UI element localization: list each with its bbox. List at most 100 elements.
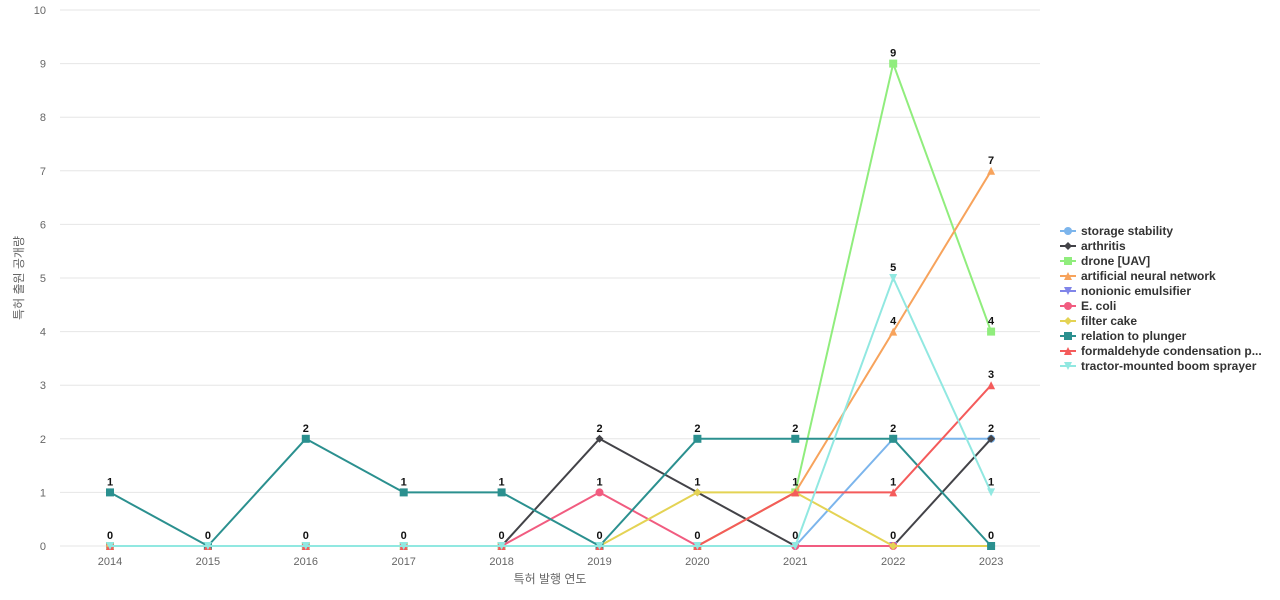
data-point[interactable]: [987, 327, 996, 336]
x-tick-label: 2020: [685, 556, 709, 568]
data-label: 2: [890, 423, 896, 435]
x-tick-label: 2017: [391, 556, 415, 568]
x-tick-label: 2015: [196, 556, 220, 568]
legend-item[interactable]: relation to plunger: [1060, 329, 1187, 343]
data-point[interactable]: [987, 381, 996, 390]
data-point[interactable]: [889, 488, 898, 497]
x-tick-label: 2023: [979, 556, 1003, 568]
data-label: 1: [988, 476, 994, 488]
legend-label: nonionic emulsifier: [1081, 284, 1191, 298]
data-point[interactable]: [301, 434, 310, 443]
data-point[interactable]: [987, 166, 996, 175]
legend-label: formaldehyde condensation p...: [1081, 344, 1262, 358]
data-label: 0: [596, 530, 602, 542]
data-point[interactable]: [791, 434, 800, 443]
y-tick-label: 1: [40, 487, 46, 499]
data-label: 2: [694, 423, 700, 435]
data-point[interactable]: [399, 542, 408, 550]
data-point[interactable]: [595, 542, 604, 550]
series-lines: [106, 59, 996, 550]
y-tick-label: 8: [40, 112, 46, 124]
data-label: 0: [107, 530, 113, 542]
y-axis-title: 특허 출원 공개량: [12, 236, 26, 320]
legend-item[interactable]: tractor-mounted boom sprayer: [1060, 359, 1257, 373]
data-point[interactable]: [987, 434, 996, 443]
data-point[interactable]: [693, 542, 702, 550]
series-line: [110, 170, 992, 547]
data-point[interactable]: [497, 542, 506, 550]
legend-item[interactable]: formaldehyde condensation p...: [1060, 344, 1262, 358]
data-point[interactable]: [987, 542, 996, 550]
data-point[interactable]: [497, 488, 506, 497]
data-point[interactable]: [399, 488, 408, 497]
data-label: 1: [499, 476, 505, 488]
x-tick-label: 2014: [98, 556, 122, 568]
data-point[interactable]: [889, 274, 898, 282]
x-axis-ticks: 2014 2015 2016 2017 2018 2019 2020 2021 2022 2023: [98, 556, 1004, 568]
legend-label: E. coli: [1081, 299, 1116, 313]
legend-item[interactable]: artificial neural network: [1060, 269, 1216, 283]
data-label: 0: [401, 530, 407, 542]
data-label: 0: [890, 530, 896, 542]
data-point[interactable]: [889, 327, 898, 336]
series-2: [106, 59, 996, 550]
data-label: 9: [890, 48, 896, 60]
series-8: [106, 381, 996, 550]
series-line: [109, 437, 992, 547]
legend-label: artificial neural network: [1081, 269, 1216, 283]
x-tick-label: 2022: [881, 556, 905, 568]
x-tick-label: 2016: [294, 556, 318, 568]
legend-marker: [1064, 317, 1072, 325]
legend-marker: [1064, 227, 1072, 235]
legend-marker: [1064, 242, 1072, 250]
legend-label: storage stability: [1081, 224, 1173, 238]
legend-label: arthritis: [1081, 239, 1126, 253]
legend-marker: [1064, 332, 1072, 340]
legend-item[interactable]: nonionic emulsifier: [1060, 284, 1191, 298]
data-point[interactable]: [203, 542, 212, 550]
data-label: 1: [107, 476, 113, 488]
legend-label: relation to plunger: [1081, 329, 1187, 343]
y-axis-ticks: 0 1 2 3 4 5 6 7 8 9 10: [34, 5, 46, 553]
data-label: 1: [596, 476, 602, 488]
data-point[interactable]: [987, 488, 996, 497]
data-label: 2: [792, 423, 798, 435]
data-label: 5: [890, 262, 896, 274]
y-tick-label: 3: [40, 380, 46, 392]
data-point[interactable]: [889, 434, 898, 443]
data-point[interactable]: [106, 542, 114, 550]
legend-marker: [1064, 347, 1072, 355]
data-point[interactable]: [595, 434, 604, 443]
data-point[interactable]: [889, 59, 898, 68]
data-label: 4: [988, 316, 995, 328]
legend-item[interactable]: storage stability: [1060, 224, 1173, 238]
data-label: 0: [205, 530, 211, 542]
legend-marker: [1064, 257, 1072, 265]
legend-item[interactable]: E. coli: [1060, 299, 1116, 313]
data-point[interactable]: [595, 488, 604, 497]
legend-item[interactable]: filter cake: [1060, 314, 1137, 328]
legend-label: drone [UAV]: [1081, 254, 1150, 268]
y-tick-label: 2: [40, 434, 46, 446]
data-label: 0: [303, 530, 309, 542]
data-point[interactable]: [693, 434, 702, 443]
data-point[interactable]: [301, 542, 310, 550]
gridlines: [60, 9, 1040, 547]
data-label: 2: [988, 423, 994, 435]
legend-item[interactable]: drone [UAV]: [1060, 254, 1150, 268]
data-point[interactable]: [791, 542, 800, 550]
data-point[interactable]: [889, 542, 898, 550]
y-tick-label: 6: [40, 219, 46, 231]
y-tick-label: 7: [40, 166, 46, 178]
data-label: 0: [988, 530, 994, 542]
data-point[interactable]: [791, 488, 800, 497]
legend-item[interactable]: arthritis: [1060, 239, 1126, 253]
data-label: 2: [596, 423, 602, 435]
legend-label: tractor-mounted boom sprayer: [1081, 359, 1257, 373]
data-point[interactable]: [693, 488, 702, 497]
data-point[interactable]: [106, 488, 114, 497]
y-tick-label: 10: [34, 5, 46, 17]
series-9: [106, 274, 996, 550]
